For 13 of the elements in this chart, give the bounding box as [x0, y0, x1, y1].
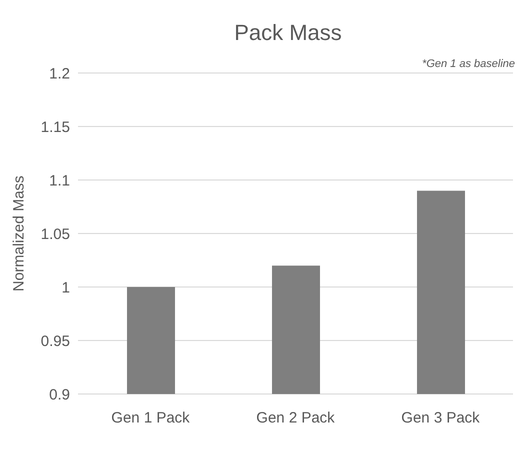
- text: *Gen 1 as baseline: [422, 58, 515, 70]
- y-axis-title: Normalized Mass: [10, 176, 28, 292]
- y-tick-label: 1.1: [49, 172, 70, 190]
- x-tick-label: Gen 2 Pack: [256, 410, 336, 427]
- x-tick-label: Gen 1 Pack: [111, 410, 190, 427]
- y-tick-label: 1.05: [40, 226, 70, 243]
- chart-title: Pack Mass: [233, 20, 343, 46]
- y-tick-label: 0.95: [40, 332, 70, 350]
- y-tick-label: 1: [62, 279, 70, 296]
- y-tick-label: 0.9: [49, 386, 70, 404]
- y-tick-label: 1.2: [49, 65, 70, 82]
- y-tick-label: 1.15: [40, 118, 70, 136]
- x-tick-label: Gen 3 Pack: [401, 410, 480, 427]
